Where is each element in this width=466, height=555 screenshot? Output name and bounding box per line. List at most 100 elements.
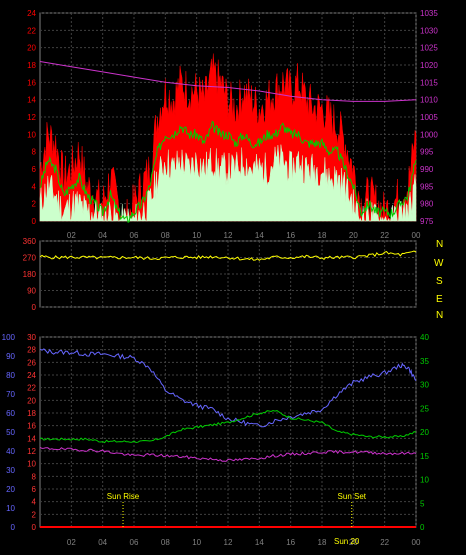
dir-tick-label: 90 <box>27 287 36 296</box>
baro-tick-label: 1025 <box>420 44 438 53</box>
wind-x-tick-label: 02 <box>67 231 76 240</box>
baro-tick-label: 990 <box>420 165 434 174</box>
wind-tick-label: 10 <box>27 130 36 139</box>
baro-tick-label: 1000 <box>420 130 438 139</box>
temp-x-tick-label: 02 <box>67 538 76 547</box>
humidity-tick-label: 60 <box>6 409 15 418</box>
humidity-tick-label: 100 <box>2 333 16 342</box>
wind-x-tick-label: 22 <box>380 231 389 240</box>
humidity-tick-label: 0 <box>11 523 16 532</box>
wind-tick-label: 6 <box>32 165 37 174</box>
sunset-label: Sun Set <box>338 492 367 501</box>
temp-x-tick-label: 18 <box>318 538 327 547</box>
rain-tick-label: 2 <box>32 510 37 519</box>
baro-tick-label: 1015 <box>420 78 438 87</box>
rain-tick-label: 4 <box>32 498 37 507</box>
temp-x-tick-label: 04 <box>98 538 107 547</box>
humidity-tick-label: 10 <box>6 504 15 513</box>
wind-tick-label: 2 <box>32 200 37 209</box>
temp-x-tick-label: 06 <box>130 538 139 547</box>
compass-n-bottom: N <box>436 310 443 321</box>
wind-avg-series <box>39 120 417 224</box>
rain-tick-label: 24 <box>27 371 36 380</box>
wind-x-tick-label: 12 <box>224 231 233 240</box>
rain-tick-label: 10 <box>27 460 36 469</box>
chart-title: 24 hours graph day: 10 December 2014 <box>172 1 349 12</box>
humidity-tick-label: 80 <box>6 371 15 380</box>
barometer-axis-label: Barometer [mb] <box>372 1 441 12</box>
dir-tick-label: 270 <box>23 254 37 263</box>
wind-tick-label: 22 <box>27 26 36 35</box>
dir-tick-label: 180 <box>23 270 37 279</box>
rain-tick-label: 30 <box>27 333 36 342</box>
dewpoint-axis-label: Dew Point [°C] <box>392 322 457 333</box>
compass-e: E <box>436 294 443 305</box>
baro-tick-label: 975 <box>420 217 434 226</box>
wind-direction-series <box>39 250 417 261</box>
wind-x-tick-label: 16 <box>286 231 295 240</box>
humidity-tick-label: 20 <box>6 485 15 494</box>
rain-tick-label: 14 <box>27 434 36 443</box>
rainfall-axis-label: Rainfall [mm] <box>1 322 60 333</box>
wind-x-tick-label: 14 <box>255 231 264 240</box>
wind-x-tick-label: 08 <box>161 231 170 240</box>
temperature-axis-label: Temperature [°C] <box>312 322 388 333</box>
wind-tick-label: 0 <box>32 217 37 226</box>
wind-tick-label: 24 <box>27 9 36 18</box>
sun-extra-label: Sun 20 <box>334 537 360 546</box>
temp-tick-label: 15 <box>420 452 429 461</box>
temp-tick-label: 25 <box>420 404 429 413</box>
baro-tick-label: 1005 <box>420 113 438 122</box>
humidity-tick-label: 40 <box>6 447 15 456</box>
humidity-axis-label: Humidity [%] <box>68 322 124 333</box>
dewpoint-series <box>39 446 417 462</box>
dir-tick-label: 360 <box>23 237 37 246</box>
wind-tick-label: 14 <box>27 96 36 105</box>
temp-x-tick-label: 08 <box>161 538 170 547</box>
dir-tick-label: 0 <box>32 303 37 312</box>
baro-tick-label: 1010 <box>420 96 438 105</box>
rain-tick-label: 26 <box>27 358 36 367</box>
rain-tick-label: 12 <box>27 447 36 456</box>
wind-min-series <box>39 144 417 222</box>
wind-tick-label: 16 <box>27 78 36 87</box>
compass-w: W <box>434 258 444 269</box>
temp-x-tick-label: 20 <box>349 538 358 547</box>
wind-x-tick-label: 18 <box>318 231 327 240</box>
baro-tick-label: 1020 <box>420 61 438 70</box>
wind-tick-label: 12 <box>27 113 36 122</box>
barometer-series <box>39 61 417 102</box>
wind-x-tick-label: 20 <box>349 231 358 240</box>
wind-x-tick-label: 06 <box>130 231 139 240</box>
baro-tick-label: 980 <box>420 200 434 209</box>
rain-tick-label: 8 <box>32 472 37 481</box>
temp-x-tick-label: 00 <box>412 538 421 547</box>
series-layer <box>39 53 417 528</box>
temp-x-tick-label: 10 <box>192 538 201 547</box>
rain-tick-label: 16 <box>27 422 36 431</box>
temp-tick-label: 40 <box>420 333 429 342</box>
wind-x-tick-label: 10 <box>192 231 201 240</box>
tick-labels-layer: 0246810121416182022249759809859909951000… <box>2 9 439 547</box>
temp-tick-label: 20 <box>420 428 429 437</box>
baro-tick-label: 1035 <box>420 9 438 18</box>
rain-tick-label: 28 <box>27 346 36 355</box>
humidity-series <box>39 348 417 428</box>
compass-s: S <box>436 276 443 287</box>
rain-tick-label: 0 <box>32 523 37 532</box>
temp-x-tick-label: 12 <box>224 538 233 547</box>
rain-tick-label: 22 <box>27 384 36 393</box>
rain-tick-label: 20 <box>27 396 36 405</box>
temp-tick-label: 10 <box>420 476 429 485</box>
temp-tick-label: 0 <box>420 523 425 532</box>
rain-tick-label: 18 <box>27 409 36 418</box>
baro-tick-label: 985 <box>420 182 434 191</box>
sunrise-label: Sun Rise <box>107 492 140 501</box>
humidity-tick-label: 70 <box>6 390 15 399</box>
wind-x-tick-label: 04 <box>98 231 107 240</box>
temp-x-tick-label: 16 <box>286 538 295 547</box>
temp-tick-label: 30 <box>420 381 429 390</box>
grid-layer <box>40 12 417 528</box>
wind-tick-label: 20 <box>27 44 36 53</box>
